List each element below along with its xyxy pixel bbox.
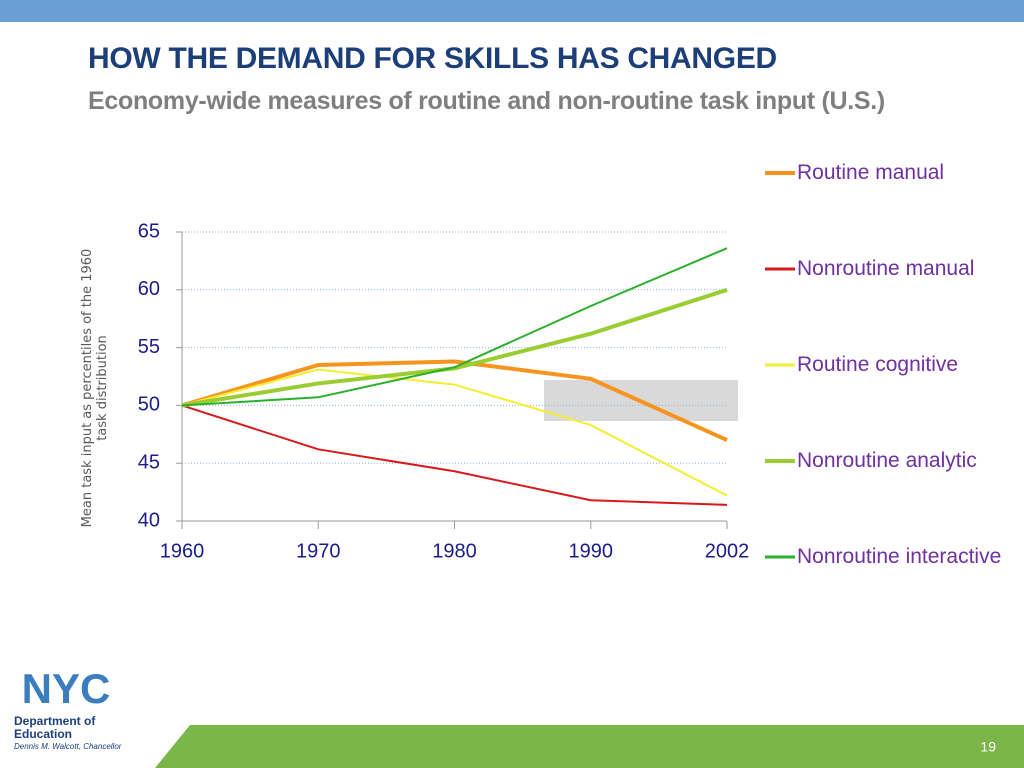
legend-label: Routine manual bbox=[797, 161, 945, 184]
y-axis-label: Mean task input as percentiles of the 19… bbox=[80, 248, 110, 528]
legend-label: Nonroutine manual bbox=[797, 257, 975, 280]
y-tick-label: 40 bbox=[138, 509, 160, 531]
y-tick-label: 50 bbox=[138, 394, 160, 416]
x-tick-label: 1970 bbox=[296, 540, 341, 562]
page-number: 19 bbox=[980, 739, 996, 755]
y-tick-label: 55 bbox=[138, 336, 160, 358]
series-line bbox=[181, 359, 728, 442]
title: HOW THE DEMAND FOR SKILLS HAS CHANGED bbox=[88, 42, 777, 75]
series-line bbox=[181, 287, 728, 408]
x-tick-label: 1990 bbox=[569, 540, 614, 562]
top-bar bbox=[0, 0, 1024, 22]
subtitle: Economy-wide measures of routine and non… bbox=[88, 87, 885, 115]
legend-label: Nonroutine interactive bbox=[797, 545, 1002, 568]
department: Department of Education bbox=[14, 714, 96, 741]
series-line bbox=[181, 404, 728, 506]
y-tick-label: 45 bbox=[138, 451, 160, 473]
y-tick-label: 60 bbox=[138, 278, 160, 300]
legend-label: Routine cognitive bbox=[797, 353, 959, 376]
legend-label: Nonroutine analytic bbox=[797, 449, 977, 472]
x-tick-label: 2002 bbox=[705, 540, 750, 562]
x-tick-label: 1960 bbox=[160, 540, 205, 562]
series-line bbox=[181, 247, 728, 407]
bottom-band bbox=[155, 725, 1024, 768]
series-line bbox=[181, 368, 728, 497]
y-tick-label: 65 bbox=[138, 220, 160, 242]
logo: NYC bbox=[22, 665, 111, 712]
x-tick-label: 1980 bbox=[432, 540, 477, 562]
chancellor: Dennis M. Walcott, Chancellor bbox=[14, 742, 122, 751]
